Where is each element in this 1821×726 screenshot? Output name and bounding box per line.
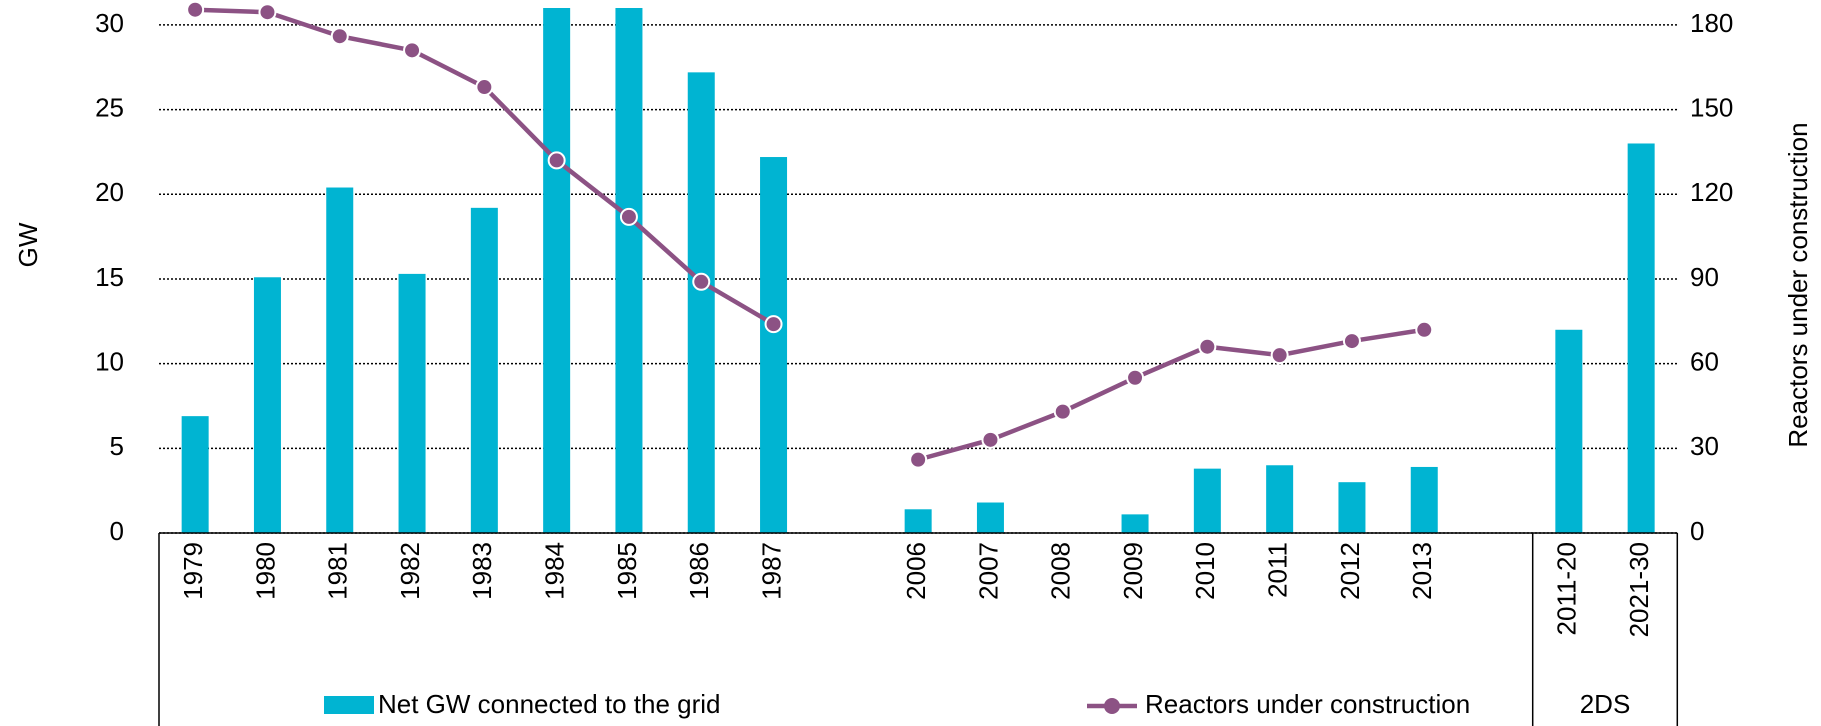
bar [976, 502, 1004, 533]
bar [1121, 514, 1149, 533]
y2-axis-label: Reactors under construction [1783, 122, 1813, 447]
group-label: 2DS [1580, 689, 1631, 719]
y2-tick-label: 0 [1690, 516, 1704, 546]
x-tick-label: 1980 [250, 542, 280, 600]
x-tick-label: 2006 [901, 542, 931, 600]
legend-label: Reactors under construction [1145, 689, 1470, 719]
bar [398, 273, 426, 533]
bar [904, 509, 932, 533]
bar [1410, 466, 1438, 533]
bar [1555, 329, 1583, 533]
line-marker [1198, 337, 1217, 356]
line-marker [764, 315, 783, 334]
y2-tick-label: 90 [1690, 262, 1719, 292]
line-marker [1415, 320, 1434, 339]
y-tick-label: 20 [95, 177, 124, 207]
y2-tick-label: 30 [1690, 431, 1719, 461]
y-tick-label: 25 [95, 92, 124, 122]
bar [470, 207, 498, 533]
x-tick-label: 2009 [1118, 542, 1148, 600]
y-tick-label: 0 [110, 516, 124, 546]
bar [760, 157, 788, 533]
bar [1627, 143, 1655, 533]
x-tick-label: 2013 [1407, 542, 1437, 600]
line-marker [475, 78, 494, 97]
line-marker [909, 450, 928, 469]
line-marker [1270, 346, 1289, 365]
bar [543, 8, 571, 533]
y2-tick-label: 60 [1690, 347, 1719, 377]
legend-swatch [324, 696, 374, 714]
x-tick-label: 1983 [467, 542, 497, 600]
line-marker [186, 0, 205, 19]
x-tick-label: 1985 [612, 542, 642, 600]
bar [1338, 482, 1366, 533]
line-marker [330, 27, 349, 46]
x-tick-label: 2010 [1190, 542, 1220, 600]
x-tick-label: 2007 [973, 542, 1003, 600]
x-tick-label: 2008 [1046, 542, 1076, 600]
bar [326, 187, 354, 534]
bar [1193, 468, 1221, 533]
x-tick-label: 2011 [1263, 542, 1293, 598]
bar [615, 8, 643, 533]
y-tick-label: 15 [95, 262, 124, 292]
line-marker [258, 3, 277, 22]
x-tick-label: 2011-20 [1552, 542, 1582, 636]
y-tick-label: 30 [95, 8, 124, 38]
line [917, 327, 1425, 462]
line-marker [547, 151, 566, 170]
y-tick-label: 5 [110, 431, 124, 461]
x-tick-label: 1984 [540, 542, 570, 600]
x-tick-label: 2012 [1335, 542, 1365, 600]
y-axis-label: GW [13, 222, 43, 267]
line-marker [1342, 332, 1361, 351]
line-marker [981, 430, 1000, 449]
bar [181, 416, 209, 533]
line-marker [1053, 402, 1072, 421]
legend-swatch [1104, 698, 1120, 714]
y2-tick-label: 180 [1690, 8, 1733, 38]
line-marker [619, 207, 638, 226]
line-marker [1126, 368, 1145, 387]
bar [687, 72, 715, 534]
y-tick-label: 10 [95, 347, 124, 377]
x-tick-label: 1986 [684, 542, 714, 600]
x-tick-label: 1981 [323, 542, 353, 600]
bar [1266, 465, 1294, 533]
line-marker [403, 41, 422, 60]
x-tick-label: 1982 [395, 542, 425, 600]
x-tick-label: 1987 [756, 542, 786, 600]
y2-tick-label: 120 [1690, 177, 1733, 207]
x-tick-label: 1979 [178, 542, 208, 600]
x-tick-label: 2021-30 [1624, 542, 1654, 637]
y2-tick-label: 150 [1690, 92, 1733, 122]
legend-label: Net GW connected to the grid [378, 689, 721, 719]
bar [253, 277, 281, 533]
line-marker [692, 272, 711, 291]
